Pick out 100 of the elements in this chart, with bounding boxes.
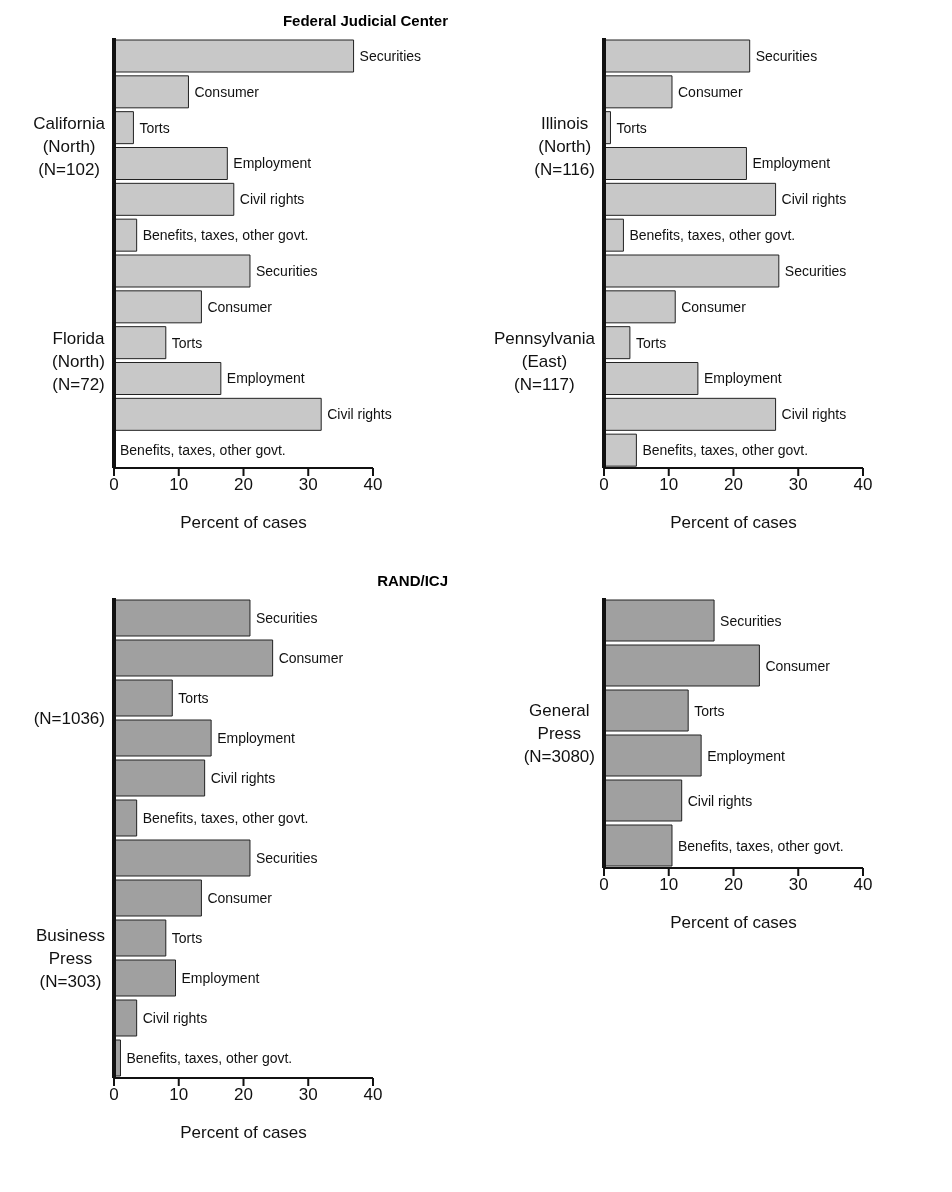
y-tick-label: Benefits, taxes, other govt. [642,442,809,459]
bar [114,599,251,637]
x-tick-label: 10 [169,1085,189,1105]
bar [114,147,228,180]
x-tick-label: 30 [788,475,808,495]
x-tick-label: 30 [788,875,808,895]
y-tick-label: Torts [171,334,203,351]
y-tick-label: Employment [226,370,305,387]
bar [604,254,780,288]
y-tick-label: Torts [178,690,209,706]
bar [604,326,631,360]
bar [604,362,699,395]
bar [604,433,637,467]
bar [604,147,747,180]
bar [604,182,777,216]
bar [114,111,134,145]
x-tick-label: 20 [234,1085,253,1105]
y-tick-label: Consumer [194,83,260,100]
bar [604,779,683,822]
bar [604,824,673,867]
y-tick-label: Civil rights [781,191,847,208]
x-tick-label: 30 [298,1085,318,1105]
x-axis-title: Percent of cases [670,913,797,932]
y-tick-label: Torts [616,119,647,136]
x-tick-label: 20 [234,475,253,495]
text: Florida (North) (N=72) [52,327,105,395]
y-tick-label: Employment [181,970,260,986]
bar [114,39,355,73]
x-tick-label: 40 [363,475,383,495]
y-tick-label: Consumer [278,650,344,666]
y-tick-label: Torts [171,930,203,946]
bar [604,290,676,324]
y-tick-label: Employment [752,155,831,172]
x-tick-label: 30 [298,475,318,495]
text: RAND/ICJ [376,572,448,589]
y-tick-label: Benefits, taxes, other govt. [142,810,309,826]
y-tick-label: Employment [233,155,312,172]
y-tick-label: Securities [255,262,318,279]
text: Business Press (N=303) [36,924,105,993]
x-tick-label: 0 [109,475,119,495]
x-tick-label: 20 [724,475,743,495]
y-tick-label: Benefits, taxes, other govt. [120,442,286,459]
text: (N=1036) [33,707,105,730]
bar [114,290,202,324]
bar [114,397,322,431]
y-tick-label: Civil rights [239,191,305,208]
y-tick-label: Torts [139,119,170,136]
x-tick-label: 40 [853,475,873,495]
bar [114,362,222,395]
y-tick-label: Consumer [207,890,273,906]
bar [604,39,751,73]
x-axis-title: Percent of cases [180,1123,307,1142]
y-tick-label: Securities [359,47,422,64]
y-tick-label: Consumer [677,83,743,100]
bar [114,326,167,360]
bar [604,599,715,642]
y-tick-label: Civil rights [781,406,847,423]
text: General Press (N=3080) [523,699,595,768]
y-tick-label: Employment [217,730,296,746]
y-tick-label: Benefits, taxes, other govt. [677,837,844,854]
y-tick-label: Civil rights [327,406,392,423]
bar [114,959,177,997]
y-tick-label: Consumer [765,657,831,674]
bar [114,879,202,917]
y-tick-label: Consumer [207,298,273,315]
x-tick-label: 20 [724,875,743,895]
bar [114,759,206,797]
x-axis-title: Percent of cases [670,513,797,532]
text: California (North) (N=102) [33,112,105,180]
bar [114,639,274,677]
y-tick-label: Securities [784,262,847,279]
bar [604,734,702,777]
bar [604,689,689,732]
y-tick-label: Torts [635,334,667,351]
x-tick-label: 10 [659,875,679,895]
y-tick-label: Securities [255,610,318,626]
bar [604,644,760,687]
bar [604,75,673,109]
bar [604,397,777,431]
bar [114,679,173,717]
y-tick-label: Civil rights [142,1010,208,1026]
bar [114,719,212,757]
y-tick-label: Benefits, taxes, other govt. [142,227,309,244]
x-tick-label: 0 [109,1085,119,1105]
bar [114,839,251,877]
text: Pennsylvania (East) (N=117) [493,327,595,395]
x-tick-label: 0 [599,475,609,495]
bar [114,919,167,957]
bar [114,999,138,1037]
text: Illinois (North) (N=116) [534,112,595,180]
y-tick-label: Employment [703,370,782,387]
y-tick-label: Torts [694,702,725,719]
y-tick-label: Civil rights [210,770,276,786]
y-tick-label: Civil rights [687,792,753,809]
x-tick-label: 0 [599,875,609,895]
x-tick-label: 40 [853,875,873,895]
y-tick-label: Consumer [681,298,747,315]
bar [114,799,138,837]
x-tick-label: 10 [169,475,189,495]
y-tick-label: Securities [720,612,782,629]
